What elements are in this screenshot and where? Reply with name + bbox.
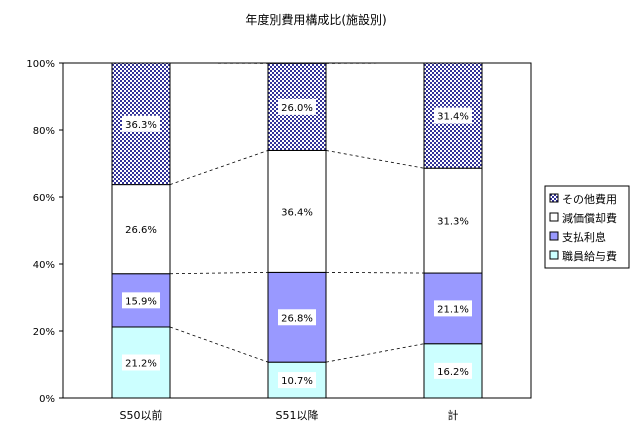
y-tick-label: 40% — [33, 260, 55, 271]
data-label: 16.2% — [437, 367, 469, 378]
x-tick-label: S50以前 — [120, 408, 163, 422]
x-tick-label: S51以降 — [276, 408, 319, 422]
plot-area: 0% 20% 40% 60% 80% 100% 21.2% 10.7% 16.2% 15.9% 26… — [26, 59, 531, 422]
legend-label: 減価償却費 — [562, 211, 617, 225]
legend-swatch — [550, 194, 558, 202]
y-tick-label: 0% — [39, 394, 55, 405]
y-tick-label: 20% — [33, 327, 55, 338]
data-label: 31.4% — [437, 112, 469, 123]
data-label: 21.2% — [125, 358, 157, 369]
legend-swatch — [550, 213, 558, 221]
legend-label: その他費用 — [562, 192, 617, 206]
data-label: 31.3% — [437, 217, 469, 228]
data-label: 36.4% — [281, 207, 313, 218]
y-tick-label: 100% — [26, 59, 55, 70]
data-label: 21.1% — [437, 304, 469, 315]
data-label: 15.9% — [125, 296, 157, 307]
data-label: 10.7% — [281, 376, 313, 387]
y-tick-label: 80% — [33, 126, 55, 137]
data-label: 26.0% — [281, 103, 313, 114]
legend-swatch — [550, 251, 558, 259]
data-label: 26.6% — [125, 225, 157, 236]
legend-swatch — [550, 232, 558, 240]
legend-label: 支払利息 — [562, 230, 606, 244]
data-label: 26.8% — [281, 313, 313, 324]
data-label: 36.3% — [125, 120, 157, 131]
x-tick-label: 計 — [448, 408, 459, 422]
legend-label: 職員給与費 — [562, 249, 617, 263]
chart-title: 年度別費用構成比(施設別) — [245, 12, 386, 27]
y-tick-label: 60% — [33, 193, 55, 204]
